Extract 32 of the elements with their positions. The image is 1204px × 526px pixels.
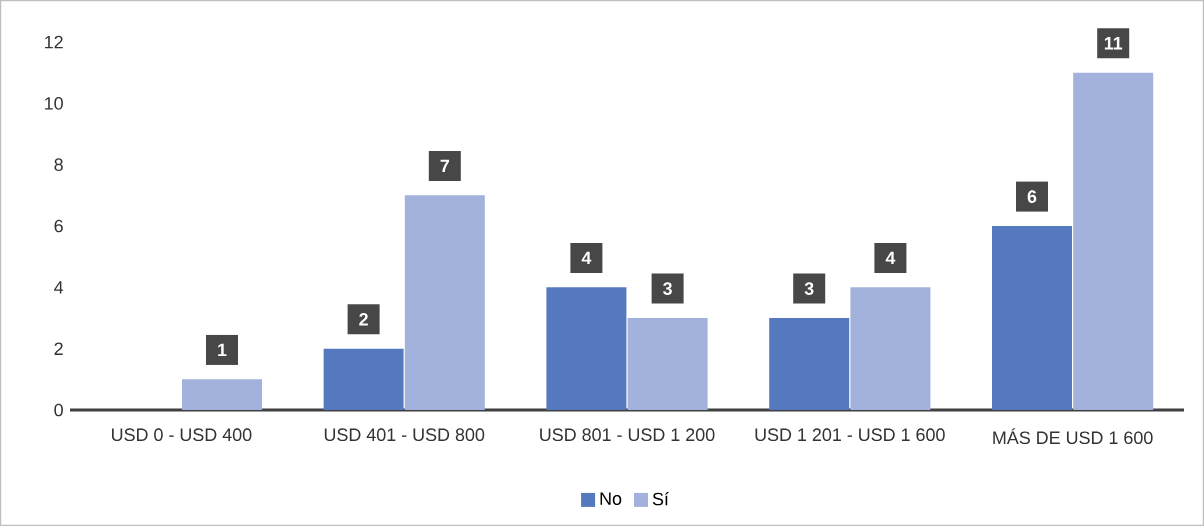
bar [182,379,262,410]
bar [850,287,931,410]
data-label: 6 [1027,190,1037,203]
data-label: 11 [1104,37,1123,50]
bar [323,348,404,410]
bar [769,318,850,410]
bar [627,318,708,410]
legend-label: No [600,492,622,505]
x-tick-label: USD 801 - USD 1 200 [540,428,715,442]
y-tick-label: 12 [45,35,63,49]
x-tick-label: USD 401 - USD 800 [324,428,485,442]
data-label: 1 [218,343,227,357]
data-label: 4 [581,251,592,265]
y-tick-label: 10 [45,96,63,110]
data-label: 3 [663,282,672,295]
y-tick-label: 4 [54,281,64,294]
bar [546,287,627,410]
y-tick-label: 6 [54,219,63,233]
bar [1073,72,1154,410]
legend-label: Sí [652,491,669,506]
bar [992,226,1072,410]
x-tick-label: USD 0 - USD 400 [112,428,252,442]
y-tick-label: 0 [54,403,63,417]
data-label: 7 [440,159,449,173]
data-label: 2 [359,313,368,326]
x-tick-label: MÁS DE USD 1 600 [993,428,1153,445]
y-tick-label: 2 [54,342,63,355]
x-tick-label: USD 1 201 - USD 1 600 [755,428,945,442]
data-label: 3 [804,282,814,295]
bar [404,195,485,410]
y-tick-label: 8 [54,158,63,172]
data-label: 4 [885,251,896,265]
